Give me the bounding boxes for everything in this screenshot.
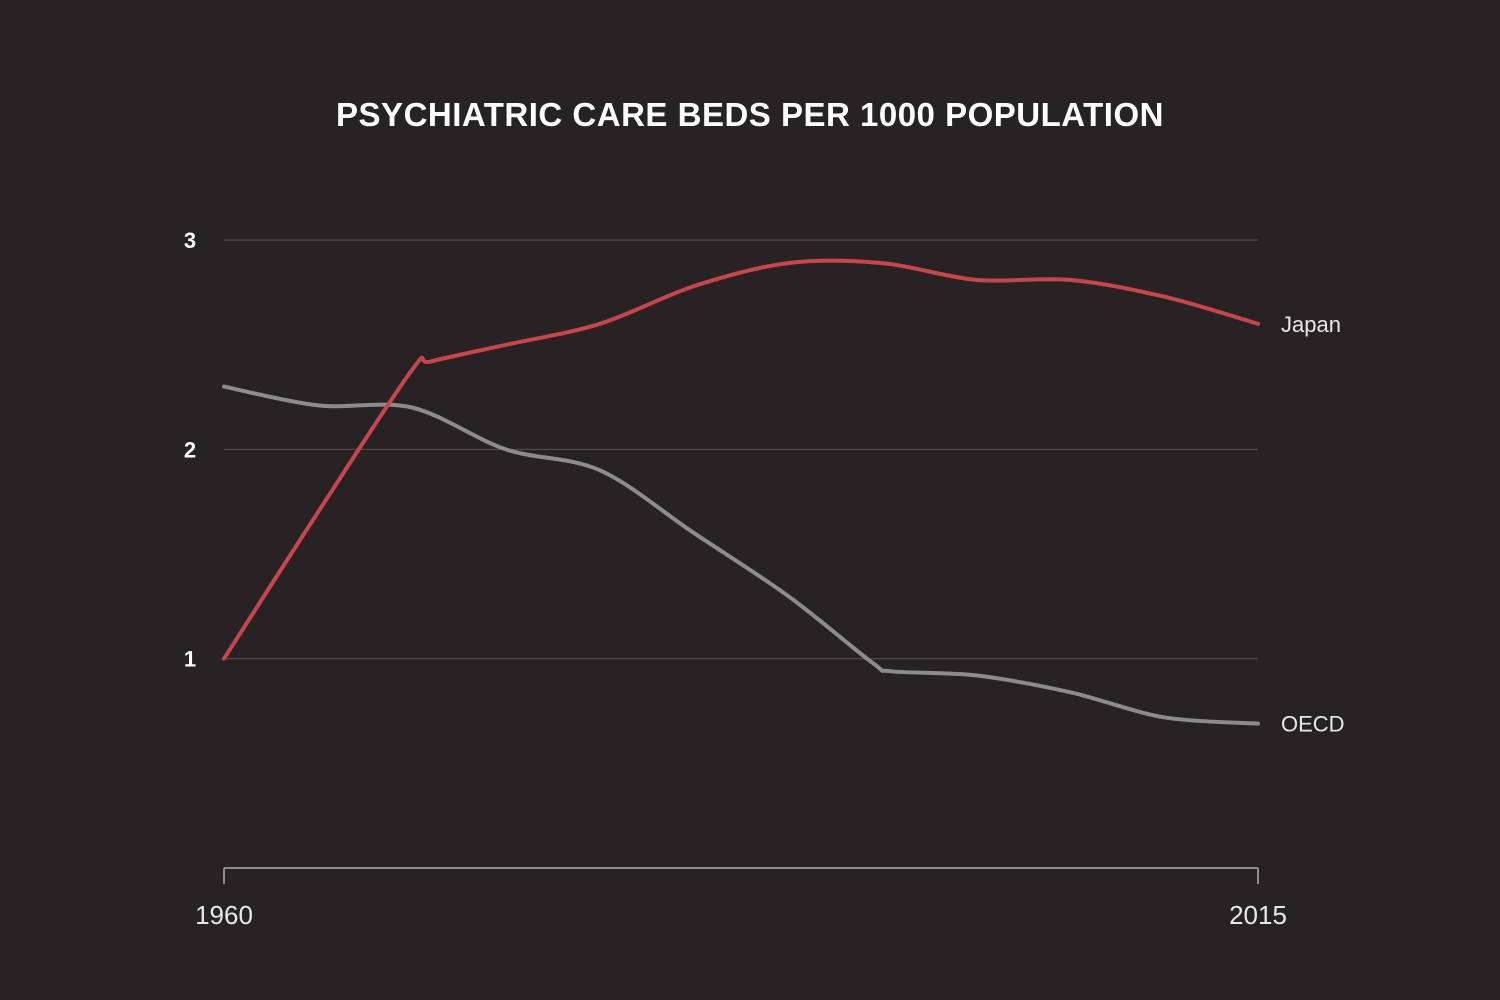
series-label-oecd: OECD bbox=[1281, 712, 1345, 737]
gridlines bbox=[224, 239, 1258, 660]
y-tick-label: 3 bbox=[184, 228, 196, 253]
y-tick-label: 1 bbox=[184, 647, 196, 672]
series-label-japan: Japan bbox=[1281, 312, 1341, 337]
x-tick-label: 2015 bbox=[1229, 900, 1287, 930]
series-line-japan bbox=[222, 258, 1260, 661]
x-axis: 1960 2015 bbox=[195, 867, 1287, 930]
y-axis: 1 2 3 bbox=[184, 228, 196, 672]
chart-title: PSYCHIATRIC CARE BEDS PER 1000 POPULATIO… bbox=[336, 96, 1164, 133]
series-group: OECD Japan bbox=[222, 258, 1345, 737]
y-tick-label: 2 bbox=[184, 437, 196, 462]
x-tick-label: 1960 bbox=[195, 900, 253, 930]
series-line-oecd bbox=[222, 384, 1260, 726]
